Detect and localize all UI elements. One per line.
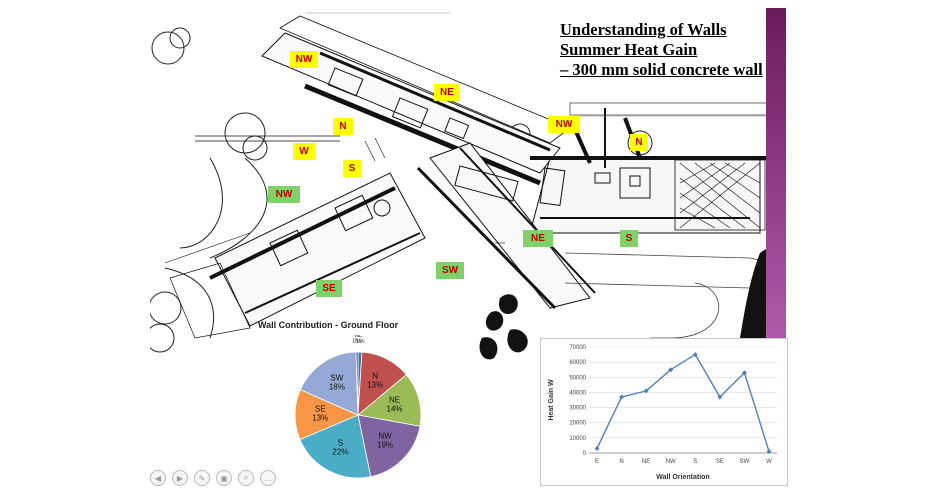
- title: Understanding of Walls Summer Heat Gain …: [560, 20, 763, 80]
- data-point: [619, 394, 625, 400]
- pie-slice-nw: [357, 414, 421, 478]
- next-icon[interactable]: ▶: [172, 470, 188, 486]
- pie-label-n: N 13%: [367, 371, 383, 389]
- x-axis-title: Wall Orientation: [656, 474, 709, 481]
- x-tick-label: SE: [716, 459, 724, 465]
- y-tick-label: 0: [583, 451, 587, 457]
- pie-chart: E 1% N 13%NE 14% NW 19% S 22%SE 13%SW 18% W 0%: [294, 335, 422, 479]
- y-tick-label: 20000: [569, 421, 586, 427]
- data-point: [692, 352, 698, 358]
- orientation-tag: N: [333, 118, 353, 135]
- previous-icon[interactable]: ◀: [150, 470, 166, 486]
- orientation-tag: N: [630, 134, 648, 151]
- pie-slice-s: [299, 414, 372, 479]
- pie-label-ne: NE 14%: [387, 395, 403, 413]
- pie-chart-title: Wall Contribution - Ground Floor: [258, 320, 399, 330]
- pie-label-se: SE 13%: [312, 405, 328, 423]
- title-line: – 300 mm solid concrete wall: [560, 60, 763, 79]
- orientation-tag: NW: [290, 51, 318, 68]
- orientation-tag: SE: [316, 280, 342, 297]
- x-tick-label: SW: [740, 459, 750, 465]
- data-point: [766, 448, 772, 454]
- pie-slice-sw: [299, 351, 359, 416]
- x-tick-label: N: [619, 459, 623, 465]
- orientation-tag: NW: [268, 186, 300, 203]
- more-icon[interactable]: …: [260, 470, 276, 486]
- pen-icon[interactable]: ✎: [194, 470, 210, 486]
- x-tick-label: NE: [642, 459, 650, 465]
- y-tick-label: 60000: [569, 360, 586, 366]
- slides-icon[interactable]: ▣: [216, 470, 232, 486]
- slide: Understanding of Walls Summer Heat Gain …: [150, 8, 786, 496]
- pie-label-sw: SW 18%: [329, 374, 345, 392]
- line-chart-frame: 0 10000 20000 30000 40000 50000 60000 70000 E N NE…: [540, 338, 788, 486]
- pie-label-w: W 0%: [353, 335, 362, 345]
- data-point: [594, 445, 600, 451]
- data-point: [741, 370, 747, 376]
- orientation-tag: W: [293, 143, 315, 160]
- orientation-tag: S: [343, 160, 361, 177]
- y-tick-label: 10000: [569, 436, 586, 442]
- pie-slice-w: [355, 351, 359, 416]
- pie-slice-ne: [357, 374, 422, 427]
- x-tick-label: E: [595, 459, 599, 465]
- y-axis-title: Heat Gain W: [548, 379, 555, 421]
- orientation-tag: NW: [548, 116, 580, 133]
- floor-plan: [150, 12, 786, 360]
- zoom-icon[interactable]: ⌕: [238, 470, 254, 486]
- title-line: Summer Heat Gain: [560, 40, 698, 59]
- series-line: [596, 353, 770, 452]
- orientation-tag: NE: [523, 230, 553, 247]
- y-tick-label: 70000: [569, 345, 586, 351]
- slideshow-toolbar: ◀ ▶ ✎ ▣ ⌕ …: [150, 470, 276, 486]
- pie-label-nw: NW 19%: [377, 431, 393, 449]
- orientation-tag: NE: [434, 84, 460, 101]
- pie-label-s: S 22%: [332, 438, 348, 456]
- y-tick-label: 40000: [569, 390, 586, 396]
- y-tick-label: 50000: [569, 375, 586, 381]
- title-line: Understanding of Walls: [560, 20, 727, 39]
- data-point: [668, 367, 674, 373]
- data-point: [717, 394, 723, 400]
- data-point: [643, 388, 649, 394]
- pie-label-e: E 1%: [356, 335, 365, 345]
- x-tick-label: S: [693, 459, 697, 465]
- orientation-tag: S: [620, 230, 638, 247]
- line-chart: 0 10000 20000 30000 40000 50000 60000 70000 E N NE…: [548, 345, 777, 481]
- x-tick-label: NW: [666, 459, 676, 465]
- y-tick-label: 30000: [569, 406, 586, 412]
- orientation-tag: SW: [436, 262, 464, 279]
- accent-bar: [766, 8, 786, 338]
- x-tick-label: W: [766, 459, 772, 465]
